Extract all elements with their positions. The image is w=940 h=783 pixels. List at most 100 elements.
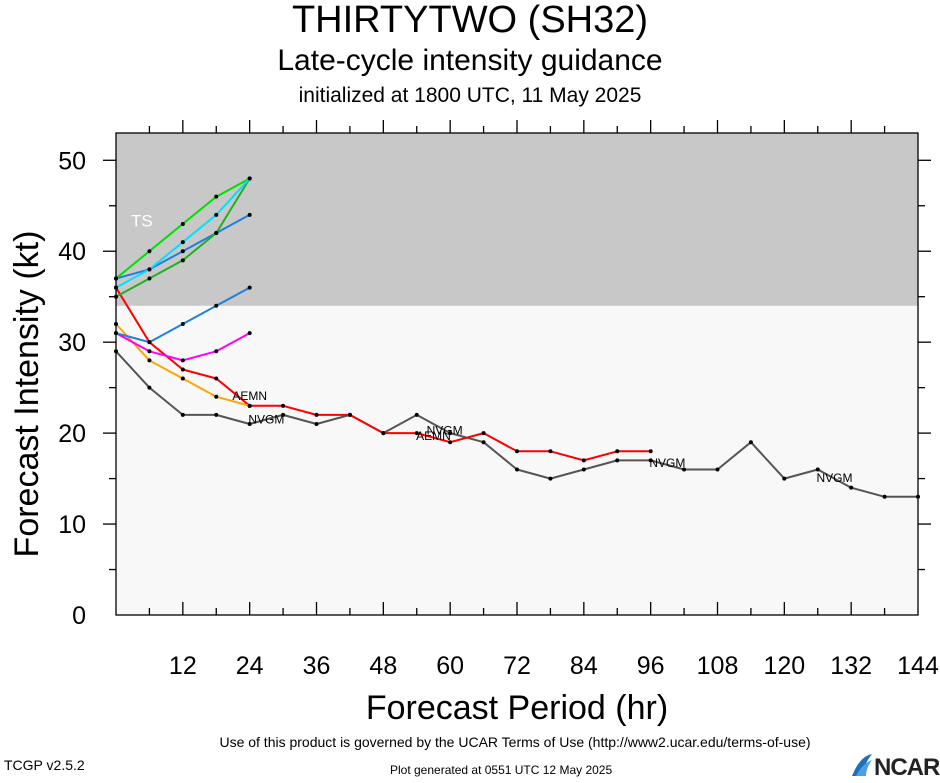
tropical-storm-band <box>116 133 918 306</box>
series-8-point-4 <box>247 176 252 181</box>
generated-timestamp: Plot generated at 0551 UTC 12 May 2025 <box>390 763 613 777</box>
x-tick-label-96: 96 <box>637 652 665 680</box>
series-1-point-12 <box>515 449 519 454</box>
x-tick-label-144: 144 <box>897 652 939 680</box>
series-1-point-15 <box>615 449 620 454</box>
series-1-point-16 <box>648 449 653 454</box>
series-1-point-9 <box>414 431 419 436</box>
series-1-point-2 <box>180 367 185 372</box>
initialization-time: initialized at 1800 UTC, 11 May 2025 <box>298 84 642 107</box>
series-0-point-3 <box>214 412 219 417</box>
series-6-point-2 <box>180 258 185 263</box>
series-1-point-6 <box>314 412 319 417</box>
series-1-label-0: AEMN <box>232 389 267 403</box>
y-tick-label-0: 0 <box>72 602 86 630</box>
series-8-point-2 <box>180 240 185 245</box>
series-1-point-11 <box>481 431 486 436</box>
series-3-point-4 <box>247 331 252 336</box>
x-tick-label-108: 108 <box>697 652 739 680</box>
series-4-point-2 <box>180 321 185 326</box>
series-0: NVGM NVGM NVGM NVGM <box>114 349 920 499</box>
series-4-point-1 <box>147 340 152 345</box>
y-axis-label: Forecast Intensity (kt) <box>8 231 46 558</box>
series-0-point-10 <box>448 431 453 436</box>
series-0-label-0: NVGM <box>248 413 284 427</box>
series-0-point-11 <box>481 440 486 445</box>
x-tick-label-12: 12 <box>169 652 197 680</box>
series-0-point-18 <box>715 467 720 472</box>
ncar-logo-icon <box>852 754 872 776</box>
series-8-point-1 <box>147 267 152 272</box>
series-0-point-14 <box>581 467 586 472</box>
series-0-point-13 <box>548 476 553 481</box>
series-0-point-6 <box>314 422 319 427</box>
series-0-point-4 <box>247 422 252 427</box>
series-0-label-3: NVGM <box>816 471 852 485</box>
series-0-point-2 <box>180 412 185 417</box>
x-tick-label-24: 24 <box>236 652 264 680</box>
series-0-label-1: NVGM <box>427 423 463 437</box>
series-1-point-13 <box>548 449 553 454</box>
x-tick-label-72: 72 <box>503 652 531 680</box>
series-0-point-17 <box>682 467 687 472</box>
x-axis-label: Forecast Period (hr) <box>366 689 668 727</box>
band-label: TS <box>131 212 153 231</box>
series-3-point-1 <box>147 349 152 354</box>
series-2-point-4 <box>247 403 252 408</box>
series-0-point-15 <box>615 458 620 463</box>
version-label: TCGP v2.5.2 <box>4 757 85 773</box>
y-tick-label-50: 50 <box>58 147 86 175</box>
series-2 <box>114 321 252 408</box>
series-0-point-19 <box>748 440 753 445</box>
series-7-point-3 <box>214 194 219 199</box>
series-7-point-2 <box>180 221 185 226</box>
series-1-point-8 <box>381 431 386 436</box>
x-tick-label-84: 84 <box>570 652 598 680</box>
series-0-label-2: NVGM <box>649 456 685 470</box>
terms-of-use-notice: Use of this product is governed by the U… <box>219 734 811 750</box>
series-6-point-1 <box>147 276 152 281</box>
series-5-point-2 <box>180 249 185 254</box>
series-4-point-4 <box>247 285 252 290</box>
ncar-logo: NCAR <box>850 752 940 781</box>
series-0-point-9 <box>414 412 419 417</box>
y-tick-label-30: 30 <box>58 329 86 357</box>
axes-layer: 12 24 36 48 60 72 84 96 108 120 132 144 0 10 20 30 40 50 <box>58 120 939 680</box>
y-tick-label-20: 20 <box>58 420 86 448</box>
series-1-label-1: AEMN <box>416 429 451 443</box>
ncar-logo-text: NCAR <box>874 754 940 781</box>
series-4 <box>114 285 252 345</box>
series-5-point-4 <box>247 212 252 217</box>
series-0-point-20 <box>782 476 787 481</box>
series-3-point-2 <box>180 358 185 363</box>
series-1-point-5 <box>281 403 286 408</box>
series-6-point-3 <box>214 231 219 236</box>
x-tick-label-36: 36 <box>303 652 331 680</box>
series-0-point-1 <box>147 385 152 390</box>
series-0-point-16 <box>648 458 653 463</box>
series-2-point-2 <box>180 376 185 381</box>
series-7-point-1 <box>147 249 152 254</box>
x-tick-label-48: 48 <box>369 652 397 680</box>
series-0-point-21 <box>815 467 820 472</box>
series-1: AEMN AEMN <box>114 285 653 463</box>
x-tick-label-60: 60 <box>436 652 464 680</box>
series-1-point-7 <box>347 412 352 417</box>
series-1-point-3 <box>214 376 219 381</box>
series-0-point-23 <box>882 494 887 499</box>
series-4-point-3 <box>214 303 219 308</box>
series-3-point-3 <box>214 349 219 354</box>
x-tick-label-120: 120 <box>763 652 805 680</box>
series-2-point-3 <box>214 394 219 399</box>
series-1-point-10 <box>448 440 453 445</box>
series-8-point-3 <box>214 212 219 217</box>
chart-subtitle: Late-cycle intensity guidance <box>277 44 663 77</box>
series-2-point-1 <box>147 358 152 363</box>
series-0-point-22 <box>849 485 854 490</box>
y-tick-label-10: 10 <box>58 511 86 539</box>
y-tick-label-40: 40 <box>58 238 86 266</box>
series-0-point-5 <box>281 412 286 417</box>
x-tick-label-132: 132 <box>830 652 872 680</box>
